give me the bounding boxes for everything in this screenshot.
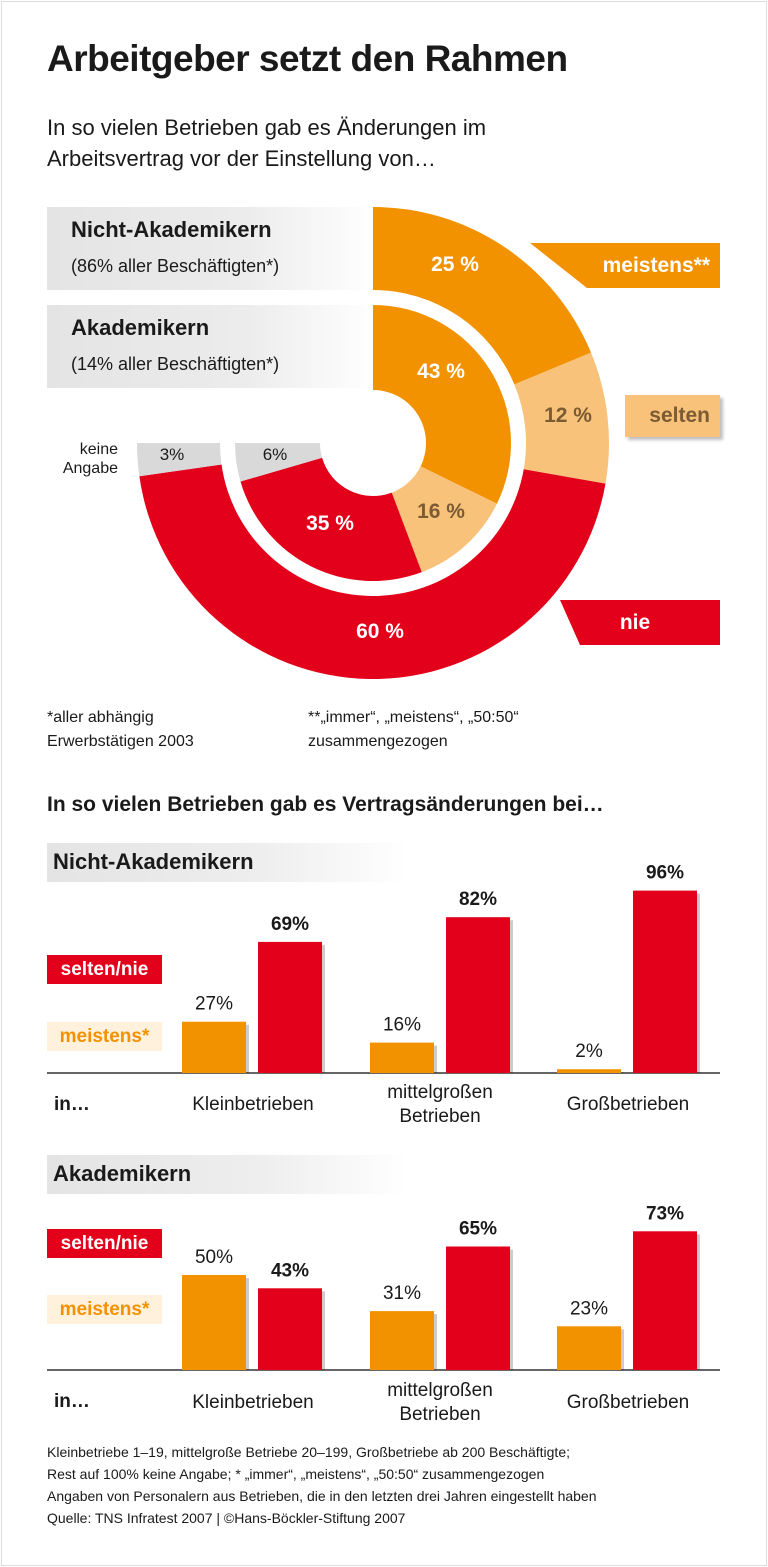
group-panel-nicht-akademiker: Nicht-Akademikern (86% aller Beschäftigt… [47, 207, 377, 290]
bar-value-label: 31% [383, 1283, 421, 1304]
footnote-right-2: zusammengezogen [308, 733, 448, 750]
bar-selten-nie [633, 890, 697, 1073]
legend-meistens-star: meistens* [47, 1022, 162, 1051]
bar-value-label: 27% [195, 994, 233, 1015]
outer-label-meistens: 25 % [431, 253, 479, 276]
legend-selten: selten [625, 395, 720, 437]
category-label: Kleinbetrieben [192, 1093, 313, 1117]
group-title: Nicht-Akademikern [71, 217, 272, 242]
bar-meistens [182, 1275, 246, 1370]
section-akademiker: Akademikern [47, 1155, 407, 1194]
outer-segment-meistens [373, 207, 592, 385]
in-label: in… [54, 1391, 90, 1412]
category-label: Großbetrieben [566, 1392, 690, 1413]
bar-meistens [370, 1042, 434, 1073]
category-label: Großbetrieben [566, 1094, 690, 1115]
legend-keine-angabe: keine Angabe [62, 441, 118, 477]
bar-selten-nie [633, 1231, 697, 1370]
bar-meistens [557, 1069, 621, 1073]
group-panel-akademiker: Akademikern (14% aller Beschäftigten*) [47, 305, 377, 388]
bar-meistens [370, 1311, 434, 1370]
bar-value-label: 65% [459, 1219, 497, 1240]
outer-label-selten: 12 % [544, 404, 592, 427]
page-title: Arbeitgeber setzt den Rahmen [47, 38, 568, 79]
bars-heading: In so vielen Betrieben gab es Vertragsän… [47, 793, 604, 816]
bar-meistens [557, 1326, 621, 1370]
group-title: Akademikern [71, 315, 210, 340]
legend-selten-nie: selten/nie [47, 1229, 162, 1258]
bar-selten-nie [446, 917, 510, 1073]
subtitle-line-2: Arbeitsvertrag vor der Einstellung von… [47, 146, 436, 171]
bar-value-label: 50% [195, 1247, 233, 1268]
bar-meistens [182, 1021, 246, 1073]
bar-value-label: 2% [575, 1041, 603, 1062]
footnote-left-2: Erwerbstätigen 2003 [47, 733, 194, 750]
bar-value-label: 82% [459, 889, 497, 910]
group-share: (14% aller Beschäftigten*) [71, 354, 280, 374]
category-label: Kleinbetrieben [192, 1392, 314, 1413]
outer-segment-nie [139, 464, 606, 679]
bar-selten-nie [258, 941, 322, 1073]
footer-line-2: Rest auf 100% keine Angabe; * „immer“, „… [47, 1466, 545, 1482]
inner-segment-meistens [373, 305, 511, 504]
footer-line-4: Quelle: TNS Infratest 2007 | ©Hans-Böckl… [47, 1510, 406, 1526]
category-label: mittelgroßen Betrieben [387, 1380, 493, 1425]
inner-segment-nie [240, 457, 422, 581]
outer-label-keine-angabe: 3% [159, 445, 185, 464]
category-text: Kleinbetrieben [192, 1094, 314, 1115]
bar-value-label: 23% [570, 1298, 608, 1319]
outer-segment-selten [514, 352, 609, 484]
legend-nie: nie [560, 600, 720, 645]
bar-selten-nie [258, 1288, 322, 1370]
inner-label-keine-angabe: 6% [262, 445, 288, 464]
inner-label-nie: 35 % [306, 512, 354, 535]
inner-label-meistens: 43 % [417, 360, 465, 383]
in-label: in… [54, 1094, 90, 1115]
category-label: mittelgroßen Betrieben [387, 1082, 493, 1127]
footnote-left-1: *aller abhängig [47, 709, 154, 726]
footer-line-3: Angaben von Personalern aus Betrieben, d… [47, 1488, 597, 1504]
bar-selten-nie [446, 1246, 510, 1370]
section-nicht-akademiker: Nicht-Akademikern [47, 843, 407, 882]
inner-label-selten: 16 % [417, 500, 465, 523]
section-title: Akademikern [53, 1161, 192, 1186]
legend-selten-nie: selten/nie [47, 955, 162, 984]
bar-value-label: 16% [383, 1015, 421, 1036]
footer-line-1: Kleinbetriebe 1–19, mittelgroße Betriebe… [47, 1444, 570, 1460]
inner-segment-keine-angabe [235, 443, 323, 482]
bar-value-label: 96% [646, 863, 684, 884]
outer-segment-keine-angabe [137, 443, 222, 477]
legend-meistens-star: meistens* [47, 1295, 162, 1324]
outer-label-nie: 60 % [356, 620, 404, 643]
bar-value-label: 73% [646, 1203, 684, 1224]
bar-value-label: 43% [271, 1260, 309, 1281]
inner-segment-selten [391, 466, 497, 573]
footnote-right-1: **„immer“, „meistens“, „50:50“ [308, 709, 519, 726]
subtitle-line-1: In so vielen Betrieben gab es Änderungen… [47, 115, 487, 140]
section-title: Nicht-Akademikern [53, 849, 254, 874]
bar-value-label: 69% [271, 914, 309, 935]
group-share: (86% aller Beschäftigten*) [71, 256, 280, 276]
